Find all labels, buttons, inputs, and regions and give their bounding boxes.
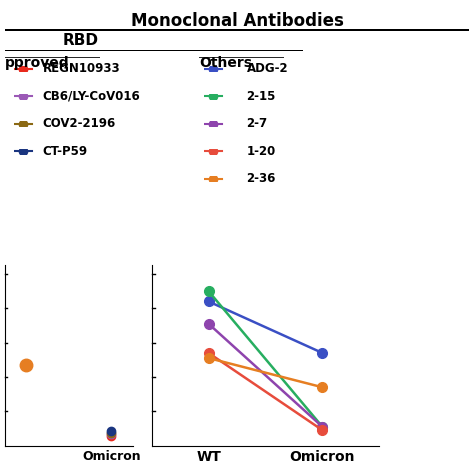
Text: RBD: RBD <box>63 33 99 48</box>
Text: CT-P59: CT-P59 <box>43 145 88 158</box>
Text: CB6/LY-CoV016: CB6/LY-CoV016 <box>43 90 140 103</box>
Text: 1-20: 1-20 <box>246 145 276 158</box>
Text: 2-7: 2-7 <box>246 117 268 130</box>
Text: 2-15: 2-15 <box>246 90 276 103</box>
Text: 2-36: 2-36 <box>246 172 276 185</box>
Text: Monoclonal Antibodies: Monoclonal Antibodies <box>130 12 344 30</box>
Text: pproved: pproved <box>5 56 69 70</box>
Text: Others: Others <box>199 56 252 70</box>
Text: REGN10933: REGN10933 <box>43 62 120 75</box>
Text: COV2-2196: COV2-2196 <box>43 117 116 130</box>
Text: ADG-2: ADG-2 <box>246 62 288 75</box>
